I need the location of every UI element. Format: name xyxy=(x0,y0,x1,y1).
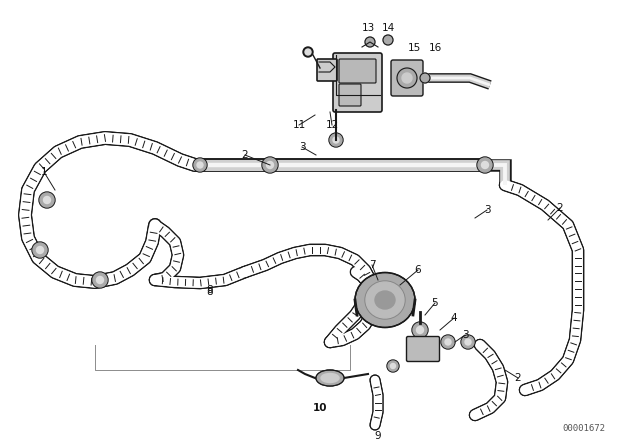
Text: 3: 3 xyxy=(299,142,305,152)
Circle shape xyxy=(44,197,51,203)
Circle shape xyxy=(481,161,488,168)
Text: 9: 9 xyxy=(374,431,381,441)
Circle shape xyxy=(383,35,393,45)
Text: 4: 4 xyxy=(451,313,458,323)
Text: 8: 8 xyxy=(207,287,213,297)
Text: 7: 7 xyxy=(369,260,375,270)
FancyBboxPatch shape xyxy=(317,59,337,81)
Circle shape xyxy=(197,162,203,168)
Circle shape xyxy=(303,47,313,57)
Circle shape xyxy=(477,157,493,173)
Circle shape xyxy=(445,339,451,345)
Circle shape xyxy=(97,276,104,284)
FancyBboxPatch shape xyxy=(339,59,376,83)
Circle shape xyxy=(441,335,455,349)
Circle shape xyxy=(388,361,398,371)
Text: 00001672: 00001672 xyxy=(562,423,605,432)
Text: 10: 10 xyxy=(313,403,327,413)
Circle shape xyxy=(465,339,471,345)
Circle shape xyxy=(462,336,474,348)
Circle shape xyxy=(333,137,339,143)
Circle shape xyxy=(397,68,417,88)
Circle shape xyxy=(478,158,492,172)
Circle shape xyxy=(36,246,44,254)
Circle shape xyxy=(33,243,47,257)
Circle shape xyxy=(305,49,311,55)
Text: 15: 15 xyxy=(408,43,420,53)
Circle shape xyxy=(266,161,273,168)
Circle shape xyxy=(461,335,475,349)
FancyBboxPatch shape xyxy=(391,60,423,96)
Ellipse shape xyxy=(321,374,339,383)
Text: 1: 1 xyxy=(41,167,47,177)
Text: 5: 5 xyxy=(432,298,438,308)
Circle shape xyxy=(39,192,55,208)
Circle shape xyxy=(412,322,428,338)
Circle shape xyxy=(390,363,396,369)
FancyBboxPatch shape xyxy=(339,84,361,106)
Circle shape xyxy=(32,242,48,258)
Circle shape xyxy=(93,273,107,287)
Text: 2: 2 xyxy=(515,373,522,383)
Ellipse shape xyxy=(317,371,343,385)
Circle shape xyxy=(420,73,430,83)
Circle shape xyxy=(442,336,454,348)
Text: 3: 3 xyxy=(484,205,490,215)
Ellipse shape xyxy=(356,274,413,326)
Text: 3: 3 xyxy=(461,330,468,340)
Circle shape xyxy=(402,73,412,83)
Text: 12: 12 xyxy=(325,120,339,130)
FancyBboxPatch shape xyxy=(333,53,382,112)
Circle shape xyxy=(262,157,278,173)
Circle shape xyxy=(193,158,207,172)
Text: 11: 11 xyxy=(292,120,306,130)
Text: 13: 13 xyxy=(362,23,374,33)
Ellipse shape xyxy=(375,291,395,309)
Text: 2: 2 xyxy=(242,150,248,160)
Text: 16: 16 xyxy=(428,43,442,53)
Text: 6: 6 xyxy=(415,265,421,275)
Circle shape xyxy=(329,133,343,147)
Circle shape xyxy=(413,323,427,337)
Circle shape xyxy=(263,158,277,172)
Ellipse shape xyxy=(366,282,404,318)
Circle shape xyxy=(194,159,206,171)
Text: 14: 14 xyxy=(381,23,395,33)
Text: 8: 8 xyxy=(207,285,213,295)
FancyBboxPatch shape xyxy=(406,336,440,362)
Ellipse shape xyxy=(355,272,415,327)
Circle shape xyxy=(387,360,399,372)
Circle shape xyxy=(40,193,54,207)
Circle shape xyxy=(365,37,375,47)
Text: 2: 2 xyxy=(557,203,563,213)
Circle shape xyxy=(417,327,424,333)
Circle shape xyxy=(330,134,342,146)
Ellipse shape xyxy=(365,281,405,319)
Ellipse shape xyxy=(316,370,344,386)
Circle shape xyxy=(92,272,108,288)
